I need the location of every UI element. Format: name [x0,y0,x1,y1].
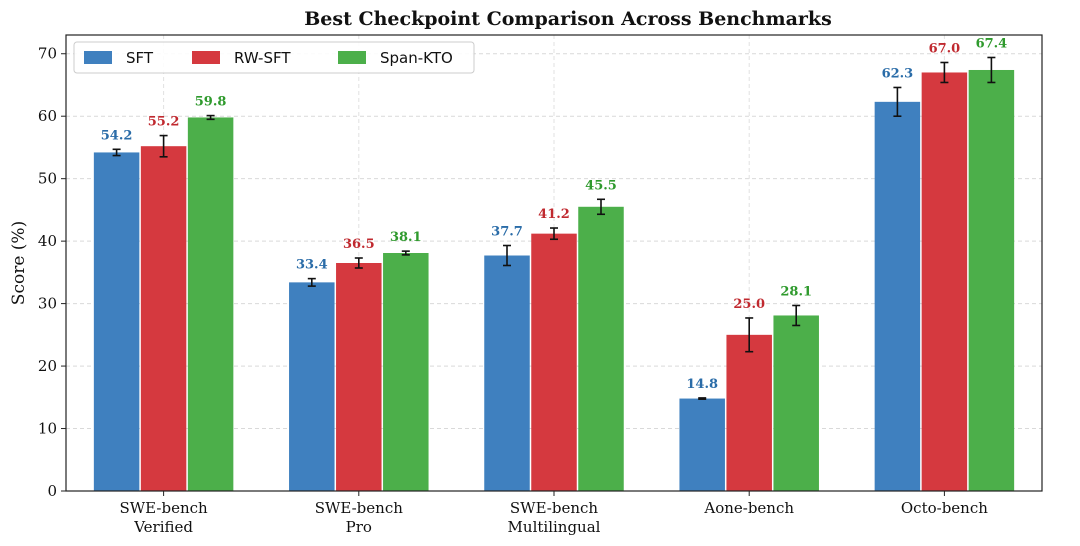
bar-rw-sft [531,233,577,491]
legend-box [73,41,475,74]
data-label: 45.5 [585,178,617,193]
data-label: 25.0 [733,297,765,312]
data-label: 55.2 [148,115,180,130]
bar-rw-sft [336,263,382,491]
data-label: 62.3 [882,66,914,81]
data-label: 67.0 [929,41,961,56]
legend-swatch [192,51,220,64]
x-tick-label: Pro [346,518,372,536]
x-tick-label: Octo-bench [901,499,988,517]
bars: 54.2 33.4 37.7 14.8 62.3 55.2 36.5 41.2 25.0 67.0… [93,36,1015,492]
data-label: 33.4 [296,258,328,273]
bar-sft [679,398,725,491]
bar-span-kto [383,253,429,491]
data-label: 54.2 [101,128,133,143]
data-label: 37.7 [491,225,523,240]
x-tick-label: SWE-bench [315,499,404,517]
y-tick-label: 0 [47,482,57,500]
y-axis-label: Score (%) [9,221,29,305]
bar-span-kto [578,206,624,491]
x-tick-label: SWE-bench [119,499,208,517]
x-tick-label: Aone-bench [703,499,794,517]
y-tick-label: 70 [38,45,57,63]
y-tick-label: 40 [38,232,57,250]
bar-rw-sft [921,72,968,491]
bar-rw-sft [140,146,187,492]
y-tick-label: 60 [38,107,57,125]
data-label: 38.1 [390,230,422,245]
y-tick-label: 20 [38,357,57,375]
axes: 010203040506070SWE-benchVerifiedSWE-benc… [38,34,1043,536]
bar-span-kto [968,69,1015,491]
data-label: 59.8 [195,95,227,110]
x-tick-label: Verified [133,518,193,536]
data-label: 67.4 [976,36,1008,51]
data-label: 28.1 [780,284,812,299]
y-tick-label: 50 [38,170,57,188]
bar-span-kto [773,315,819,491]
x-tick-label: SWE-bench [510,499,599,517]
legend: SFT RW-SFT Span-KTO [73,41,475,74]
legend-swatch [84,51,112,64]
chart-title: Best Checkpoint Comparison Across Benchm… [304,8,832,30]
legend-label: RW-SFT [234,49,291,67]
legend-label: Span-KTO [380,49,453,67]
bar-span-kto [187,117,234,491]
legend-swatch [338,51,366,64]
bar-sft [874,101,921,492]
bar-rw-sft [726,334,772,491]
data-label: 36.5 [343,237,375,252]
y-tick-label: 30 [38,295,57,313]
bar-sft [289,282,335,491]
bar-sft [484,255,530,491]
data-label: 14.8 [686,377,718,392]
bar-sft [93,152,140,492]
legend-label: SFT [126,49,154,67]
x-tick-label: Multilingual [508,518,601,536]
y-tick-label: 10 [38,420,57,438]
data-label: 41.2 [538,207,570,222]
